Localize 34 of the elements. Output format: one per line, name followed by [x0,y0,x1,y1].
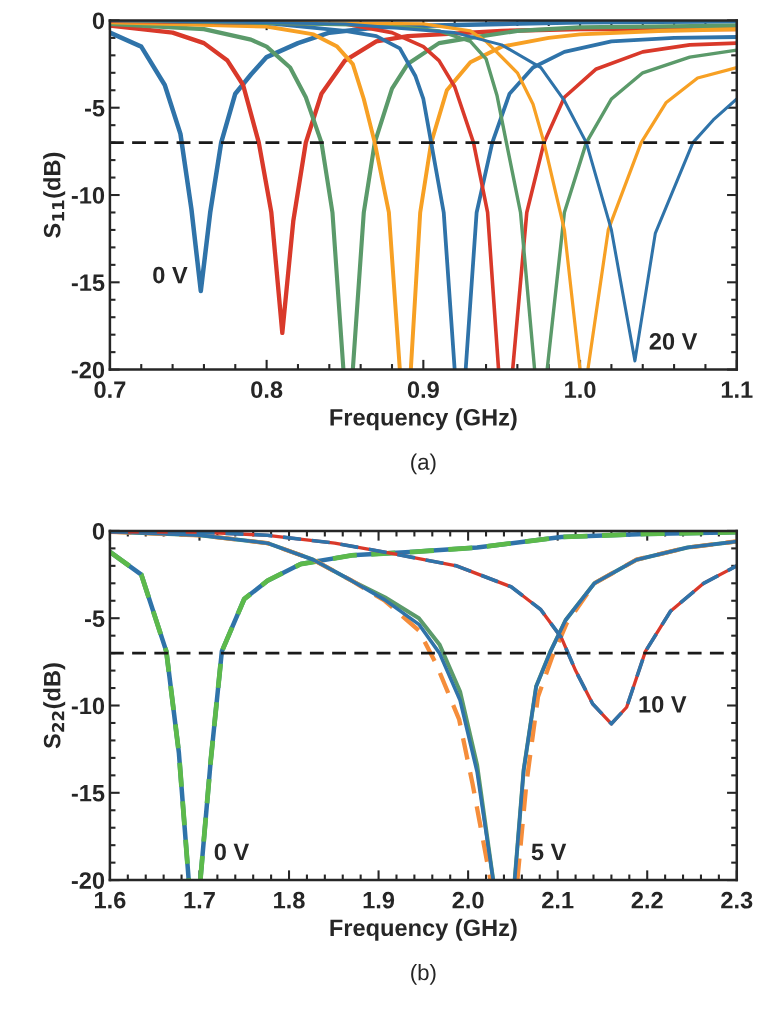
x-tick-label: 2.1 [542,891,574,909]
x-tick-label: 1.6 [94,891,126,909]
y-tick-label: 0 [92,522,105,540]
x-axis-title: Frequency (GHz) [330,408,517,431]
x-tick-label: 1.7 [184,892,215,909]
x-tick-label: 2.0 [452,891,484,909]
x-tick-label: 0.7 [94,381,126,399]
y-tick-label: -15 [71,785,105,802]
y-tick-label: -20 [71,872,105,889]
series-label: 5 V [531,843,567,861]
series-label: 20 V [649,333,698,350]
x-tick-label: 2.3 [721,891,753,909]
x-tick-label: 0.9 [407,381,439,399]
y-tick-label: -15 [71,274,105,292]
series-label: 0 V [214,843,250,861]
x-tick-label: 1.0 [565,381,596,399]
series-label: 10 V [639,696,687,713]
text: (a) [411,453,436,475]
series-label: 0 V [153,266,188,284]
x-tick-label: 0.8 [251,381,283,399]
y-tick-label: -5 [84,100,105,117]
x-tick-label: 2.2 [631,891,663,909]
y-tick-label: 0 [92,12,105,30]
y-tick-label: -10 [71,697,105,715]
y-axis-title: S$_{22}$(dB) [43,663,66,749]
text: (b) [411,964,436,985]
y-tick-label: -5 [84,610,105,627]
y-tick-label: -10 [71,187,105,204]
y-axis-title: S$_{11}$(dB) [43,152,66,238]
y-tick-label: -20 [71,361,105,379]
x-tick-label: 1.8 [274,891,305,909]
x-tick-label: 1.1 [721,381,753,398]
x-axis-title: Frequency (GHz) [330,918,517,941]
x-tick-label: 1.9 [363,891,395,909]
